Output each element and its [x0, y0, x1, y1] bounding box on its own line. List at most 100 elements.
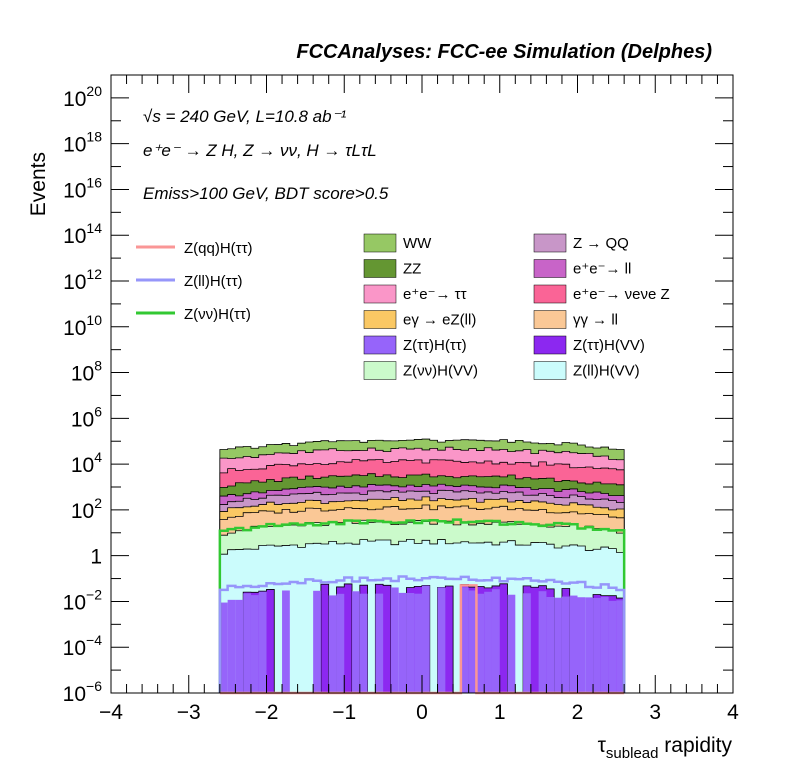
annotation-cuts: Emiss>100 GeV, BDT score>0.5 [143, 184, 389, 203]
x-axis-label-rest: rapidity [658, 734, 732, 757]
legend-label: e⁺e⁻→ ττ [403, 286, 467, 303]
x-tick-label: 3 [649, 701, 661, 724]
x-tick-label: −4 [99, 701, 123, 724]
y-tick-label: 1020 [63, 83, 102, 111]
overlay-0-bin [414, 593, 422, 693]
legend-swatch [363, 335, 397, 355]
legend-label: ZZ [403, 261, 421, 278]
legend-label: WW [403, 235, 432, 252]
x-tick-label: −3 [177, 701, 201, 724]
annotation-energy: √s = 240 GeV, L=10.8 ab⁻¹ [143, 107, 347, 126]
overlay-0-bin [437, 587, 446, 693]
overlay-0-bin [460, 587, 469, 693]
y-tick-label: 10−6 [63, 678, 103, 706]
overlay-0-bin [336, 593, 345, 693]
legend-left-label: Z(νν)H(ττ) [184, 306, 251, 323]
annotation-process: e⁺e⁻ → Z H, Z → νν, H → τLτL [143, 141, 377, 160]
y-tick-label: 108 [71, 358, 102, 386]
legend-label: γγ → ll [573, 312, 618, 329]
y-tick-label: 106 [71, 403, 102, 431]
overlay-2-line [218, 575, 626, 693]
overlay-0-bin [476, 593, 485, 693]
overlay-lines [218, 518, 626, 695]
x-axis-ticks: −4 −3 −2 −1 0 1 2 3 4 [99, 75, 739, 724]
y-tick-label: 1 [90, 546, 102, 569]
overlay-0-bin [219, 602, 228, 693]
overlay-0-bin [523, 593, 531, 693]
y-tick-label: 104 [71, 449, 102, 477]
y-tick-label: 10−2 [63, 586, 103, 614]
x-tick-label: 2 [572, 701, 584, 724]
overlay-0-bin [507, 594, 516, 693]
overlay-0-bin [585, 597, 594, 693]
overlay-0-bin [359, 593, 368, 693]
overlay-0-bin [546, 596, 555, 693]
x-tick-label: 1 [494, 701, 506, 724]
legend-swatch [363, 233, 397, 253]
legend-label: e⁺e⁻→ νeνe Z [573, 286, 670, 303]
y-tick-label: 1014 [63, 220, 102, 248]
overlay-0-bin [616, 600, 625, 693]
overlay-0-bin [375, 593, 384, 693]
y-tick-label: 1010 [63, 312, 102, 340]
legend-swatch [533, 335, 567, 355]
x-axis-label: τsublead rapidity [598, 734, 733, 762]
x-axis-label-sub: sublead [606, 745, 659, 762]
legend-swatch [533, 259, 567, 278]
overlay-0-bin [258, 591, 267, 693]
chart-title: FCCAnalyses: FCC-ee Simulation (Delphes) [296, 41, 712, 63]
legend-left-label: Z(qq)H(ττ) [184, 240, 253, 257]
legend-label: Z(ll)H(VV) [573, 363, 640, 380]
overlay-0-bin [313, 590, 321, 693]
overlay-0-bin [468, 590, 477, 693]
overlay-0-bin [484, 591, 492, 693]
legend-label: Z(νν)H(VV) [403, 363, 478, 380]
legend-label: Z(ττ)H(VV) [573, 337, 645, 354]
legend-label: e⁺e⁻→ ll [573, 261, 631, 278]
overlay-0-bin [554, 597, 562, 693]
overlay-0-bin [390, 587, 399, 693]
x-tick-label: −1 [332, 701, 356, 724]
y-tick-label: 10−4 [63, 632, 103, 660]
x-tick-label: −2 [255, 701, 279, 724]
overlay-1-line [218, 518, 626, 693]
legend-label: eγ → eZ(ll) [403, 312, 476, 329]
legend-swatch [363, 361, 397, 380]
legend-swatch [533, 284, 567, 304]
legend-swatch [363, 310, 397, 329]
overlay-0-bin [600, 596, 609, 693]
legend-swatch [363, 284, 397, 304]
y-axis-label: Events [27, 152, 50, 216]
legend-label: Z → QQ [573, 235, 629, 252]
legend-left-label: Z(ll)H(ττ) [184, 273, 243, 290]
overlay-0-bin [593, 597, 601, 693]
y-tick-label: 1018 [63, 129, 102, 157]
overlay-0-bin [328, 595, 337, 693]
legend-swatch [533, 310, 567, 329]
overlay-0-bin [561, 596, 570, 693]
legend-swatch [533, 361, 567, 380]
legend-label: Z(ττ)H(ττ) [403, 337, 467, 354]
legend: Z(qq)H(ττ) Z(ll)H(ττ) Z(νν)H(ττ) WW ZZ e⁺e⁻→ … [136, 233, 670, 380]
overlay-0-bin [352, 591, 360, 693]
x-axis-label-main: τ [598, 734, 607, 757]
y-axis-ticks: 10−6 10−4 10−2 1 102 104 106 108 1010 1012 1014 101… [63, 74, 733, 706]
y-tick-label: 102 [71, 495, 102, 523]
x-tick-label: 0 [416, 701, 428, 724]
overlay-0-bin [406, 592, 415, 693]
legend-swatch [533, 233, 567, 253]
overlay-0-bin [282, 590, 290, 693]
overlay-0-bin [398, 592, 407, 693]
overlay-0-bin [227, 599, 236, 693]
y-tick-label: 1012 [63, 266, 102, 294]
legend-swatch [363, 259, 397, 278]
overlay-0-bin [422, 585, 430, 693]
overlay-0-bin [491, 589, 500, 693]
x-tick-label: 4 [727, 701, 739, 724]
y-tick-label: 1016 [63, 174, 102, 202]
overlay-0-bin [608, 600, 617, 693]
overlay-0-bin [250, 595, 259, 693]
overlay-0-bin [538, 591, 547, 693]
overlay-0-bin [243, 593, 251, 693]
